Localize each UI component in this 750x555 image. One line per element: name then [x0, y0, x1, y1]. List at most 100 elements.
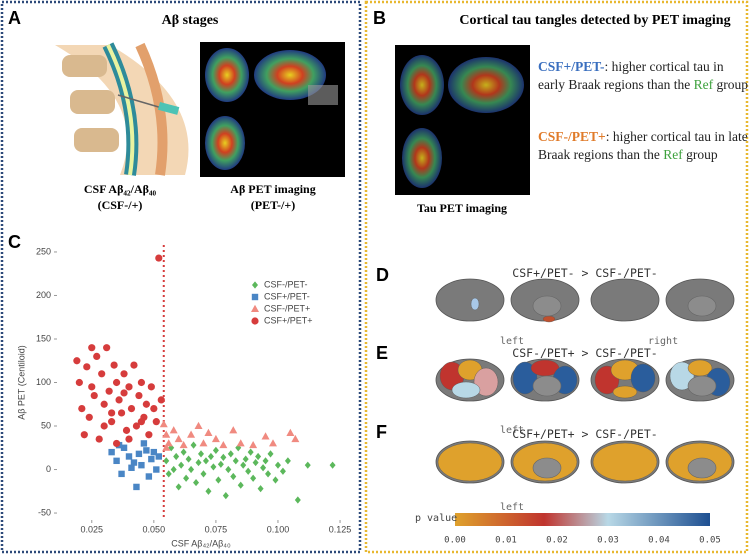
point: [173, 452, 180, 461]
caption: CSF Aβ₄₂/Aβ₄₀: [83, 182, 157, 196]
hemisphere-label: left: [500, 502, 525, 513]
point: [198, 450, 204, 458]
brain: [510, 278, 580, 323]
point: [137, 378, 146, 387]
point: [236, 439, 245, 447]
point: [117, 409, 126, 417]
y-tick-label: 0: [46, 464, 51, 474]
point: [142, 400, 150, 408]
brain: [435, 278, 505, 322]
legend-marker: [251, 317, 259, 325]
point: [152, 418, 160, 426]
brain: [510, 440, 580, 484]
point: [205, 487, 212, 495]
panel-letter: A: [8, 8, 21, 28]
point: [247, 448, 254, 456]
panel-letter: D: [376, 265, 389, 285]
point: [150, 405, 158, 413]
panel-letter: F: [376, 422, 387, 442]
point: [279, 467, 286, 475]
point: [257, 485, 264, 493]
brain: [510, 358, 580, 402]
y-tick-label: 150: [36, 333, 51, 343]
group-name: CSF-/PET+: [538, 129, 606, 144]
colorbar: [455, 513, 710, 526]
brain-medial: [687, 457, 717, 479]
point: [180, 448, 187, 456]
point: [75, 378, 83, 387]
point: [78, 405, 86, 413]
point: [145, 431, 153, 439]
point: [125, 453, 133, 460]
point: [284, 457, 291, 465]
legend-marker: [251, 304, 259, 312]
point: [132, 422, 141, 430]
point: [112, 439, 121, 448]
point: [127, 405, 136, 413]
tau-pet-images: [395, 45, 530, 195]
point: [229, 426, 238, 434]
x-tick-label: 0.075: [205, 524, 228, 534]
point: [272, 476, 279, 484]
point: [85, 413, 93, 421]
point: [274, 461, 281, 469]
brain-medial: [687, 375, 717, 397]
comparison: CSF-/PET+ > CSF-/PET-: [512, 346, 658, 360]
panel-title: Cortical tau tangles detected by PET ima…: [459, 13, 731, 28]
x-axis-label: CSF Aβ₄₂/Aβ₄₀: [171, 538, 231, 548]
colorbar-tick-label: 0.01: [495, 536, 517, 546]
caption: Aβ PET imaging: [230, 182, 316, 196]
point: [230, 472, 237, 481]
point: [137, 418, 146, 426]
point: [93, 352, 101, 360]
point: [122, 426, 131, 434]
amyloid-pet-images: [200, 42, 345, 177]
point: [140, 440, 148, 447]
point: [219, 440, 228, 449]
y-axis-label: Aβ PET (Centiloid): [16, 345, 26, 420]
ref-name: Ref: [693, 77, 714, 92]
y-tick-label: 100: [36, 377, 51, 387]
note: CSF+/PET-: higher cortical tau in early …: [538, 58, 748, 94]
point: [179, 440, 188, 449]
group-name: CSF+/PET-: [538, 59, 605, 74]
panel-border: [0, 0, 362, 554]
point: [267, 450, 274, 458]
point: [73, 357, 81, 365]
point: [100, 422, 108, 430]
note: CSF-/PET+: higher cortical tau in late B…: [538, 128, 748, 164]
caption: (CSF-/+): [97, 198, 143, 212]
brain: [590, 358, 660, 402]
hemisphere-label: left: [500, 425, 525, 436]
point: [225, 465, 232, 474]
brain-region: [451, 381, 481, 399]
y-tick-label: -50: [38, 507, 51, 517]
point: [113, 457, 120, 465]
point: [105, 387, 113, 395]
colorbar-tick-label: 0.03: [597, 536, 619, 546]
note-text: : higher cortical tau in late Braak regi…: [538, 129, 748, 162]
caption: (PET-/+): [250, 198, 296, 212]
x-tick-label: 0.125: [329, 524, 352, 534]
brain-region: [592, 442, 658, 482]
point: [227, 450, 234, 458]
point: [95, 435, 103, 443]
point: [260, 464, 267, 472]
legend-label: CSF+/PET-: [264, 291, 310, 301]
brain: [435, 440, 505, 484]
hemisphere-label: left: [500, 336, 525, 347]
point: [110, 361, 118, 369]
point: [174, 434, 183, 443]
point: [133, 483, 140, 491]
point: [138, 461, 145, 469]
point: [115, 396, 123, 404]
brain-region: [542, 315, 556, 323]
point: [125, 435, 133, 443]
point: [304, 461, 311, 469]
point: [222, 492, 229, 500]
brain: [435, 358, 505, 402]
point: [185, 455, 192, 463]
point: [240, 461, 247, 469]
brain-medial: [532, 457, 562, 479]
